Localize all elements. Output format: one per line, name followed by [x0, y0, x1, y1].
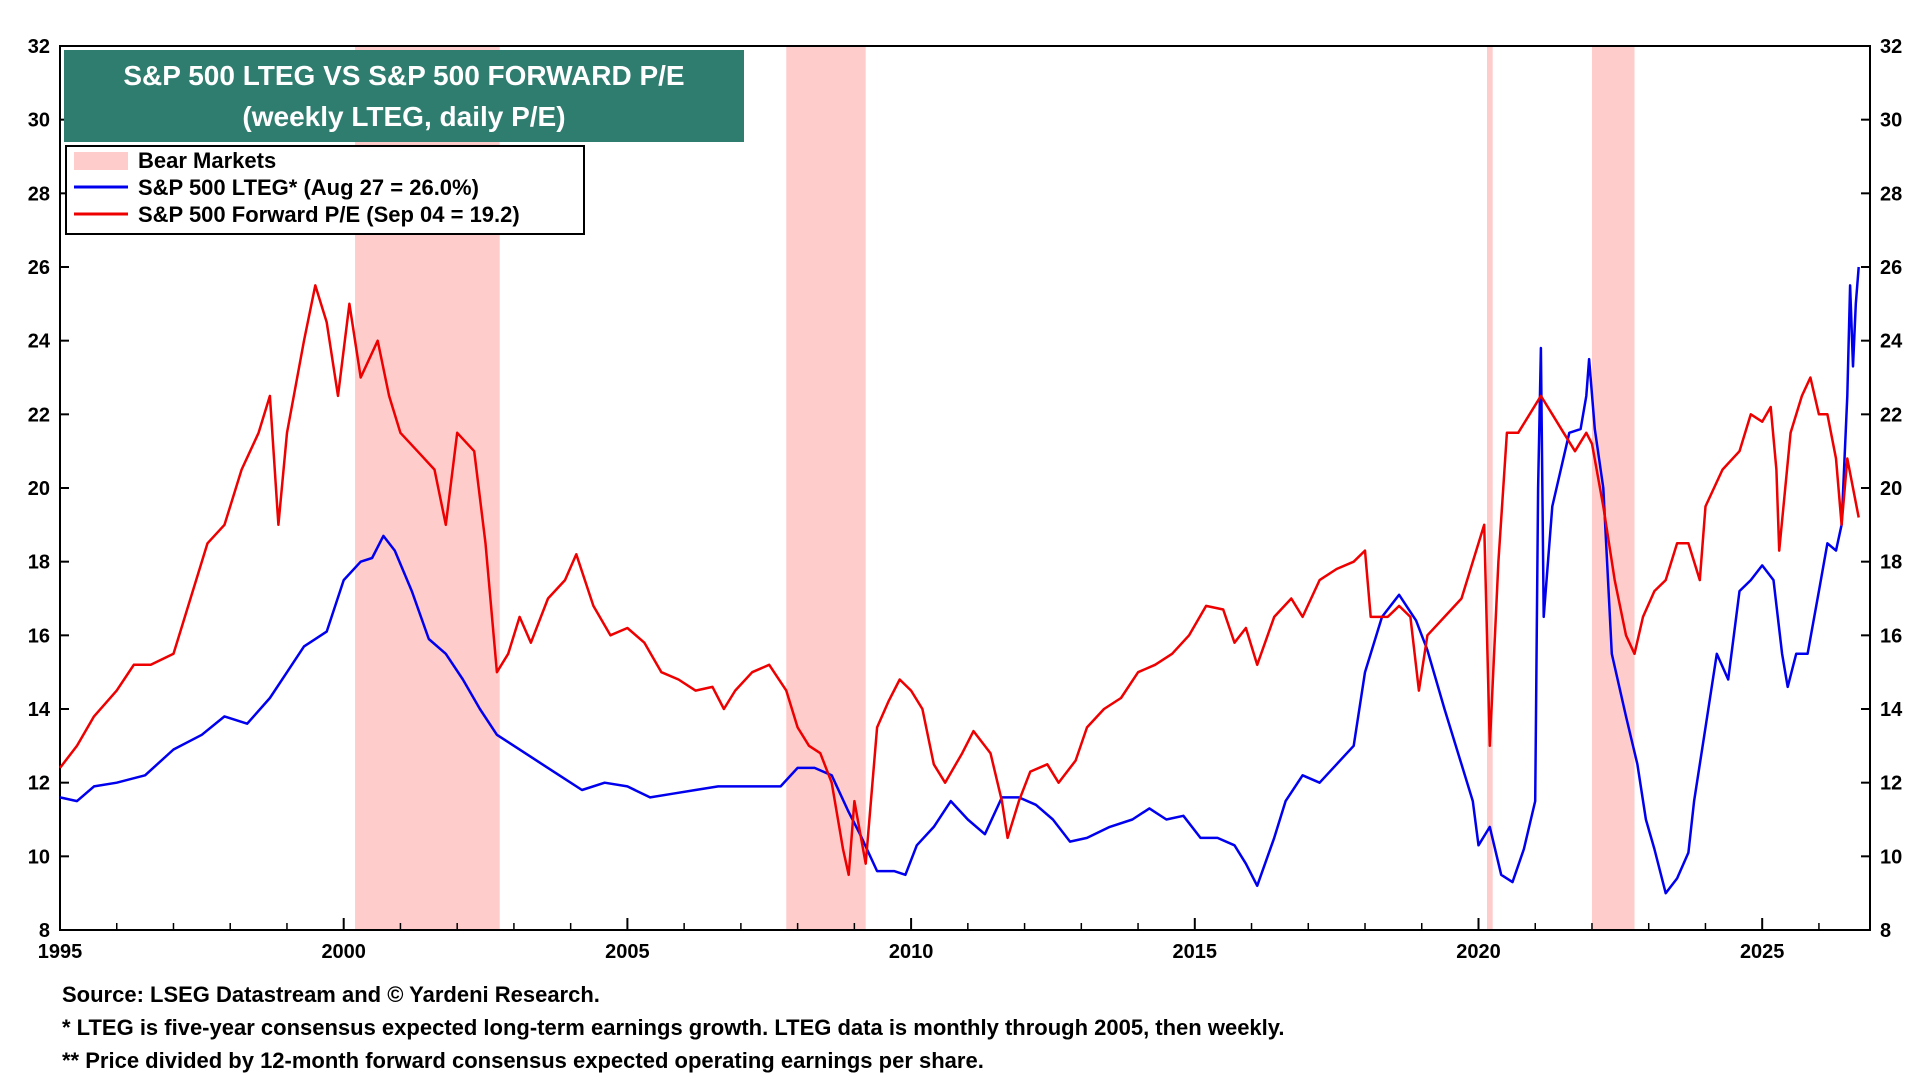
- y-tick-label-left-14: 14: [28, 699, 51, 721]
- bear-market-band-3: [1591, 46, 1635, 930]
- chart-title: S&P 500 LTEG VS S&P 500 FORWARD P/E: [123, 60, 684, 91]
- legend: Bear Markets S&P 500 LTEG* (Aug 27 = 26.…: [65, 145, 585, 235]
- y-tick-label-right-24: 24: [1880, 331, 1903, 353]
- x-tick-label-2015: 2015: [1173, 941, 1218, 963]
- bear-market-band-1: [786, 46, 866, 930]
- y-tick-label-left-30: 30: [28, 110, 50, 132]
- x-tick-label-2025: 2025: [1740, 941, 1785, 963]
- y-tick-label-right-32: 32: [1880, 36, 1902, 58]
- footnote-pe: ** Price divided by 12-month forward con…: [62, 1048, 984, 1073]
- y-tick-label-left-26: 26: [28, 257, 50, 279]
- y-tick-label-left-10: 10: [28, 846, 50, 868]
- y-tick-label-left-24: 24: [28, 331, 51, 353]
- legend-pe-label: S&P 500 Forward P/E (Sep 04 = 19.2): [138, 202, 520, 227]
- y-tick-label-right-20: 20: [1880, 478, 1902, 500]
- y-tick-label-left-8: 8: [39, 920, 50, 942]
- y-tick-label-right-8: 8: [1880, 920, 1891, 942]
- x-tick-label-1995: 1995: [38, 941, 83, 963]
- y-tick-label-right-28: 28: [1880, 183, 1902, 205]
- y-tick-label-left-20: 20: [28, 478, 50, 500]
- y-tick-label-left-32: 32: [28, 36, 50, 58]
- y-tick-label-left-12: 12: [28, 773, 50, 795]
- y-tick-label-right-12: 12: [1880, 773, 1902, 795]
- series-line-lteg: [59, 266, 1860, 895]
- legend-bear-swatch: [74, 152, 128, 170]
- y-tick-label-left-22: 22: [28, 404, 50, 426]
- source-note: Source: LSEG Datastream and © Yardeni Re…: [62, 982, 600, 1007]
- y-tick-label-right-14: 14: [1880, 699, 1903, 721]
- bear-market-band-2: [1487, 46, 1493, 930]
- x-tick-label-2020: 2020: [1456, 941, 1501, 963]
- y-tick-label-left-16: 16: [28, 625, 50, 647]
- y-tick-label-left-28: 28: [28, 183, 50, 205]
- legend-box: [65, 145, 585, 235]
- footnote-lteg: * LTEG is five-year consensus expected l…: [62, 1015, 1285, 1040]
- y-tick-label-right-18: 18: [1880, 552, 1902, 574]
- y-tick-label-right-30: 30: [1880, 110, 1902, 132]
- series-line-forward-pe: [59, 284, 1860, 877]
- series-layer: [59, 266, 1860, 895]
- y-tick-label-right-22: 22: [1880, 404, 1902, 426]
- y-tick-label-right-10: 10: [1880, 846, 1902, 868]
- x-tick-label-2005: 2005: [605, 941, 650, 963]
- title-background: [64, 50, 744, 142]
- chart-subtitle: (weekly LTEG, daily P/E): [242, 101, 565, 132]
- y-tick-label-right-26: 26: [1880, 257, 1902, 279]
- legend-lteg-label: S&P 500 LTEG* (Aug 27 = 26.0%): [138, 175, 479, 200]
- x-tick-label-2000: 2000: [321, 941, 366, 963]
- title-box: S&P 500 LTEG VS S&P 500 FORWARD P/E (wee…: [64, 50, 744, 142]
- y-tick-label-left-18: 18: [28, 552, 50, 574]
- legend-bear-label: Bear Markets: [138, 148, 276, 173]
- y-tick-label-right-16: 16: [1880, 625, 1902, 647]
- x-tick-label-2010: 2010: [889, 941, 934, 963]
